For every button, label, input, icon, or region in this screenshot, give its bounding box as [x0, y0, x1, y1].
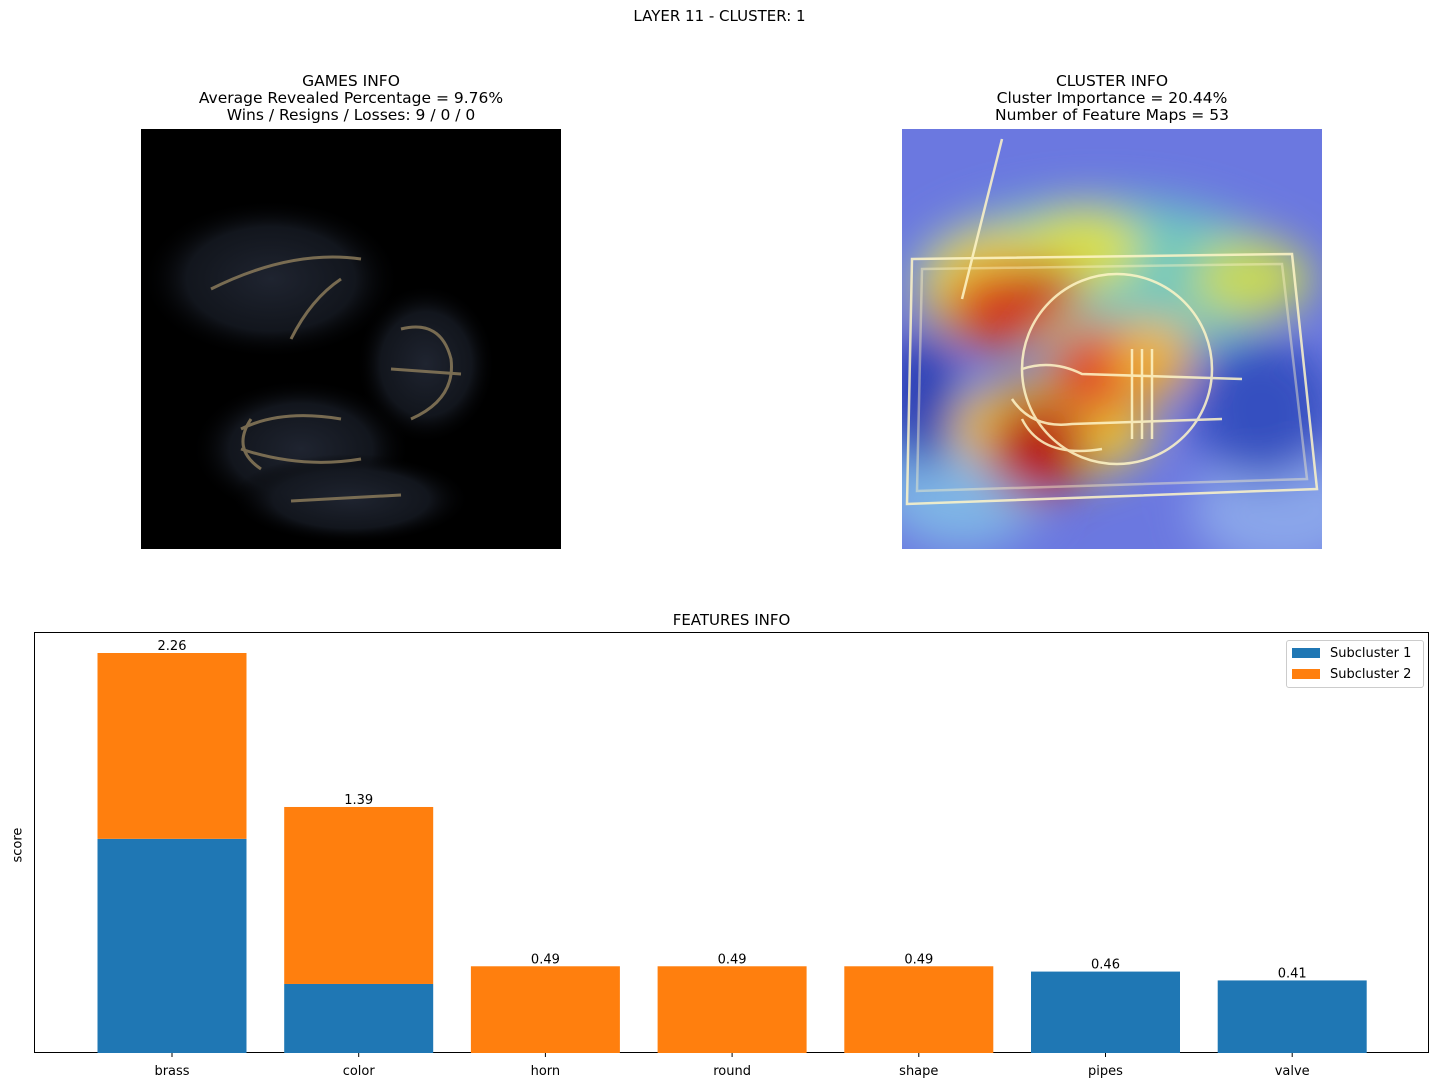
revealed-horn-image	[141, 129, 561, 549]
bar-pipes-subcluster-1	[1031, 971, 1180, 1053]
bar-round-subcluster-2	[657, 966, 807, 1053]
legend-item-subcluster-1: Subcluster 1	[1292, 645, 1411, 661]
y-axis-label: score	[10, 827, 26, 863]
x-tick-label-pipes: pipes	[1088, 1064, 1123, 1079]
bar-total-labels: 2.26 1.39 0.49 0.49 0.49 0.46 0.41	[158, 639, 1307, 981]
figure-title: LAYER 11 - CLUSTER: 1	[633, 7, 806, 25]
average-revealed-percentage: Average Revealed Percentage = 9.76%	[198, 89, 504, 107]
bar-color-subcluster-2	[284, 806, 434, 984]
legend-label-subcluster-2: Subcluster 2	[1330, 666, 1412, 682]
number-of-feature-maps: Number of Feature Maps = 53	[995, 106, 1229, 124]
bar-color-subcluster-1	[284, 983, 434, 1053]
legend-swatch-subcluster-2	[1292, 669, 1320, 679]
bars-group	[97, 653, 1367, 1053]
cluster-info-heading: CLUSTER INFO	[1055, 72, 1169, 90]
features-info-title: FEATURES INFO	[672, 611, 791, 629]
x-tick-labels: brass color horn round shape pipes valve	[154, 1053, 1310, 1079]
x-tick-label-brass: brass	[154, 1064, 189, 1079]
games-info-heading: GAMES INFO	[302, 72, 400, 90]
cluster-info-title: CLUSTER INFO Cluster Importance = 20.44%…	[902, 73, 1322, 124]
x-tick-label-valve: valve	[1275, 1064, 1310, 1079]
revealed-horn-drawing	[141, 199, 496, 544]
bar-valve-subcluster-1	[1217, 980, 1367, 1053]
legend: Subcluster 1 Subcluster 2	[1286, 640, 1424, 688]
x-tick-label-color: color	[343, 1064, 376, 1079]
x-tick-label-shape: shape	[899, 1064, 938, 1079]
legend-item-subcluster-2: Subcluster 2	[1292, 666, 1411, 682]
legend-swatch-subcluster-1	[1292, 648, 1320, 658]
bar-total-label-pipes: 0.46	[1091, 958, 1120, 973]
bar-total-label-shape: 0.49	[904, 952, 933, 967]
bar-total-label-color: 1.39	[344, 793, 373, 808]
bar-shape-subcluster-2	[844, 966, 994, 1053]
bar-total-label-brass: 2.26	[158, 639, 187, 654]
bar-total-label-round: 0.49	[718, 952, 747, 967]
bar-total-label-horn: 0.49	[531, 952, 560, 967]
cluster-heatmap-image	[902, 129, 1322, 549]
bar-brass-subcluster-1	[97, 838, 247, 1053]
wins-resigns-losses: Wins / Resigns / Losses: 9 / 0 / 0	[226, 106, 476, 124]
cluster-importance: Cluster Importance = 20.44%	[996, 89, 1228, 107]
x-tick-label-round: round	[713, 1064, 751, 1079]
games-info-title: GAMES INFO Average Revealed Percentage =…	[141, 73, 561, 124]
x-tick-label-horn: horn	[531, 1064, 561, 1079]
legend-label-subcluster-1: Subcluster 1	[1330, 645, 1412, 661]
bar-brass-subcluster-2	[97, 653, 247, 839]
bar-horn-subcluster-2	[470, 966, 620, 1053]
bar-total-label-valve: 0.41	[1278, 966, 1307, 981]
cluster-heatmap-drawing	[902, 129, 1322, 549]
